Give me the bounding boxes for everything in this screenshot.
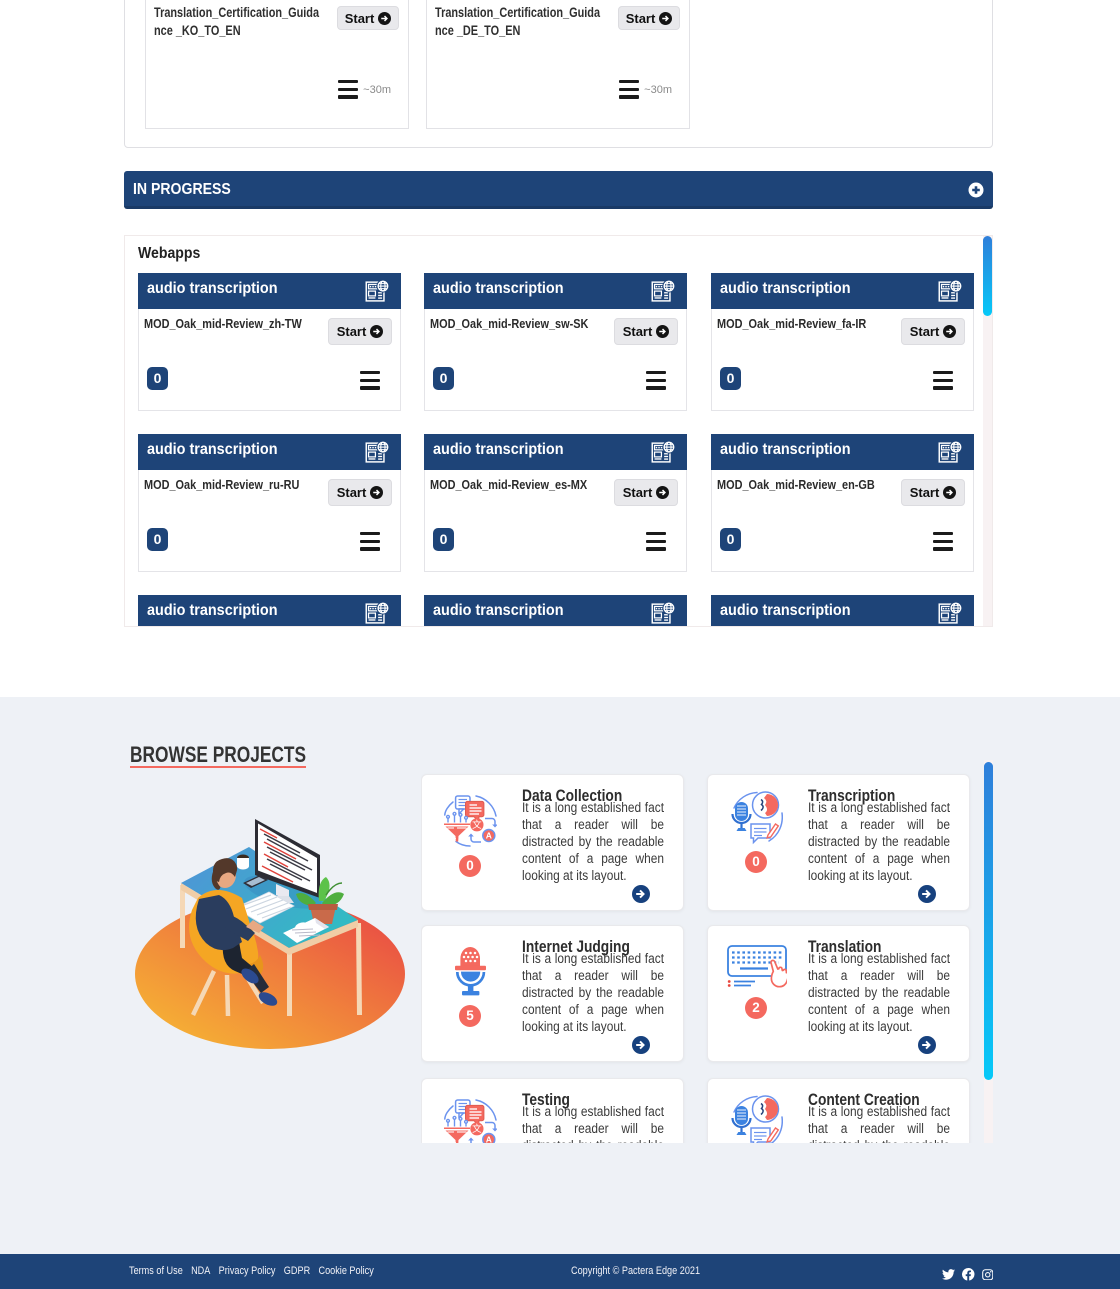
svg-text:文: 文 [472,819,482,831]
svg-text:A: A [486,1135,492,1143]
svg-text:A: A [486,831,492,841]
svg-text:文: 文 [472,1123,482,1135]
